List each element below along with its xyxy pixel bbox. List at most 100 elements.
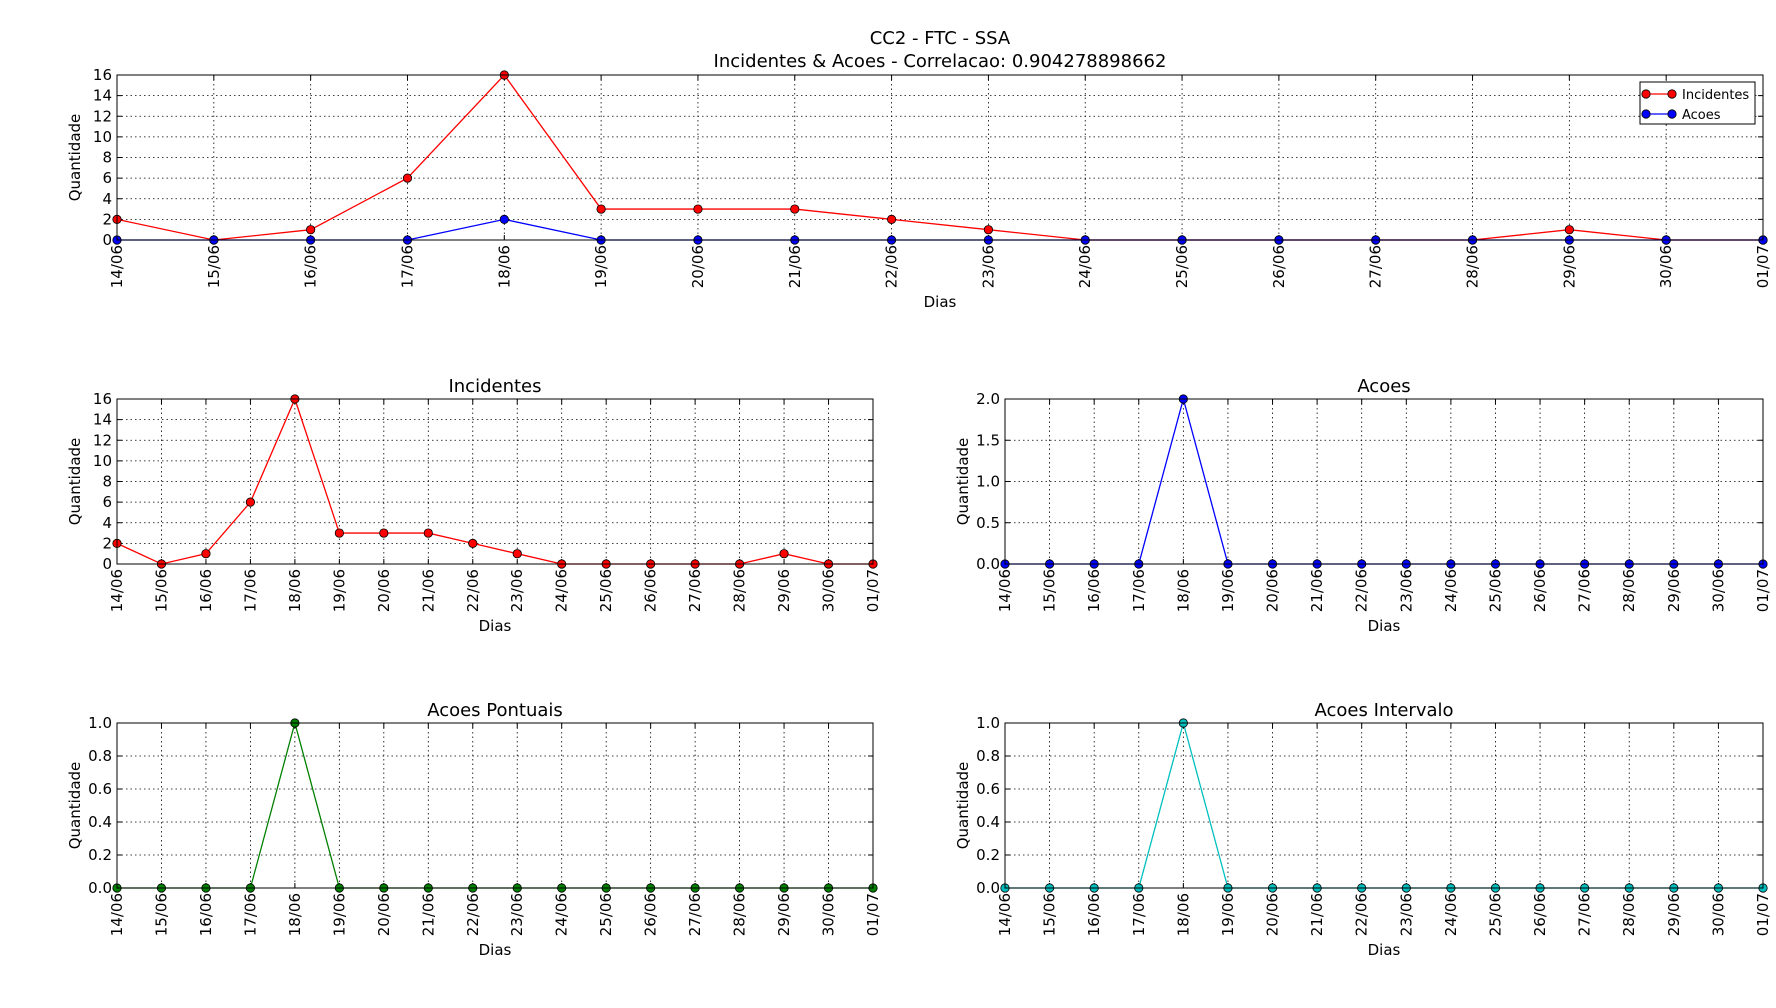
y-axis-label: Quantidade	[66, 114, 84, 202]
x-tick-label: 22/06	[464, 569, 482, 612]
chart-combined: 14/06 15/06 16/06 17/06 18/06 19/06 20/06 21/06…	[66, 66, 1772, 311]
x-tick-label: 17/06	[241, 893, 259, 936]
y-tick-label: 2	[102, 534, 112, 552]
y-tick-label: 12	[93, 107, 112, 125]
x-tick-label: 21/06	[1308, 893, 1326, 936]
y-tick-label: 0.2	[88, 846, 112, 864]
x-tick-label: 15/06	[1041, 569, 1059, 612]
legend-marker	[1667, 89, 1677, 99]
data-point	[886, 214, 897, 224]
data-point	[1564, 225, 1574, 235]
y-tick-label: 1.0	[976, 473, 1000, 491]
series-line-0	[116, 73, 1763, 241]
series-line-1	[117, 218, 1763, 241]
legend-label: Acoes	[1682, 108, 1721, 123]
x-tick-label: 01/07	[864, 893, 882, 936]
x-tick-label: 21/06	[786, 245, 804, 288]
y-tick-label: 0.8	[976, 747, 1000, 765]
x-tick-label: 30/06	[1709, 893, 1727, 936]
x-tick-label: 18/06	[286, 569, 304, 612]
x-tick-label: 22/06	[464, 893, 482, 936]
x-tick-label: 29/06	[1665, 893, 1683, 936]
x-tick-label: 25/06	[597, 569, 615, 612]
data-point	[245, 497, 256, 507]
data-point	[779, 549, 789, 559]
x-tick-label: 01/07	[864, 569, 882, 612]
x-tick-label: 22/06	[883, 245, 901, 288]
x-tick-label: 23/06	[508, 569, 526, 612]
x-tick-label: 18/06	[1174, 893, 1192, 936]
x-tick-label: 26/06	[1270, 245, 1288, 288]
x-tick-label: 17/06	[1130, 569, 1148, 612]
x-tick-label: 23/06	[979, 245, 997, 288]
x-tick-label: 18/06	[495, 245, 513, 288]
x-tick-label: 19/06	[330, 569, 348, 612]
chart-title: Acoes Pontuais	[427, 700, 563, 721]
x-tick-label: 30/06	[820, 569, 838, 612]
y-tick-label: 16	[93, 390, 112, 408]
y-tick-label: 14	[93, 87, 112, 105]
figure-title-line2: Incidentes & Acoes - Correlacao: 0.90427…	[714, 51, 1167, 72]
x-tick-label: 29/06	[775, 893, 793, 936]
x-tick-label: 20/06	[375, 569, 393, 612]
y-tick-label: 0	[102, 231, 112, 249]
x-tick-label: 14/06	[996, 893, 1014, 936]
x-tick-label: 18/06	[286, 893, 304, 936]
x-tick-label: 21/06	[419, 893, 437, 936]
x-tick-label: 17/06	[398, 245, 416, 288]
x-tick-label: 19/06	[1219, 893, 1237, 936]
x-tick-label: 24/06	[553, 569, 571, 612]
x-tick-label: 24/06	[1442, 893, 1460, 936]
x-tick-label: 28/06	[1620, 893, 1638, 936]
x-tick-label: 20/06	[689, 245, 707, 288]
series-line-0	[1005, 720, 1763, 889]
y-tick-label: 2.0	[976, 390, 1000, 408]
axes-frame	[116, 398, 874, 565]
legend-box	[1639, 81, 1756, 125]
y-tick-label: 1.0	[976, 714, 1000, 732]
y-axis-label: Quantidade	[954, 438, 972, 526]
x-tick-label: 27/06	[1367, 245, 1385, 288]
series-line-0	[116, 397, 873, 565]
x-tick-label: 20/06	[375, 893, 393, 936]
x-tick-label: 15/06	[1041, 893, 1059, 936]
x-tick-label: 27/06	[686, 893, 704, 936]
y-tick-label: 0.0	[976, 879, 1000, 897]
data-point	[201, 549, 211, 559]
x-tick-label: 26/06	[1531, 893, 1549, 936]
y-tick-label: 1.0	[88, 714, 112, 732]
x-tick-label: 26/06	[1531, 569, 1549, 612]
data-point	[379, 528, 389, 538]
y-axis-label: Quantidade	[66, 438, 84, 526]
legend-marker	[1641, 109, 1651, 119]
data-point	[596, 204, 606, 214]
x-tick-label: 26/06	[642, 893, 660, 936]
data-point	[693, 204, 703, 214]
x-tick-label: 16/06	[197, 569, 215, 612]
chart-acoes-pontuais: 14/06 15/06 16/06 17/06 18/06 19/06 20/06 21/06…	[66, 700, 882, 959]
legend-marker	[1641, 89, 1651, 99]
data-point	[790, 204, 800, 214]
series-line-0	[117, 720, 873, 889]
x-tick-label: 24/06	[1076, 245, 1094, 288]
x-axis-label: Dias	[924, 293, 957, 311]
x-tick-label: 19/06	[1219, 569, 1237, 612]
y-tick-label: 1.5	[976, 431, 1000, 449]
y-tick-label: 0.5	[976, 514, 1000, 532]
x-tick-label: 20/06	[1264, 569, 1282, 612]
y-tick-label: 0.0	[976, 555, 1000, 573]
y-tick-label: 12	[93, 431, 112, 449]
x-tick-label: 26/06	[642, 569, 660, 612]
figure-title-line1: CC2 - FTC - SSA	[870, 28, 1011, 49]
x-tick-label: 23/06	[1397, 569, 1415, 612]
x-tick-label: 28/06	[1464, 245, 1482, 288]
y-tick-label: 0	[102, 555, 112, 573]
x-axis-label: Dias	[1368, 617, 1401, 635]
x-tick-label: 27/06	[1576, 893, 1594, 936]
y-tick-label: 0.4	[976, 813, 1000, 831]
x-tick-label: 30/06	[820, 893, 838, 936]
x-tick-label: 01/07	[1754, 569, 1772, 612]
y-tick-label: 0.0	[88, 879, 112, 897]
x-tick-label: 16/06	[197, 893, 215, 936]
